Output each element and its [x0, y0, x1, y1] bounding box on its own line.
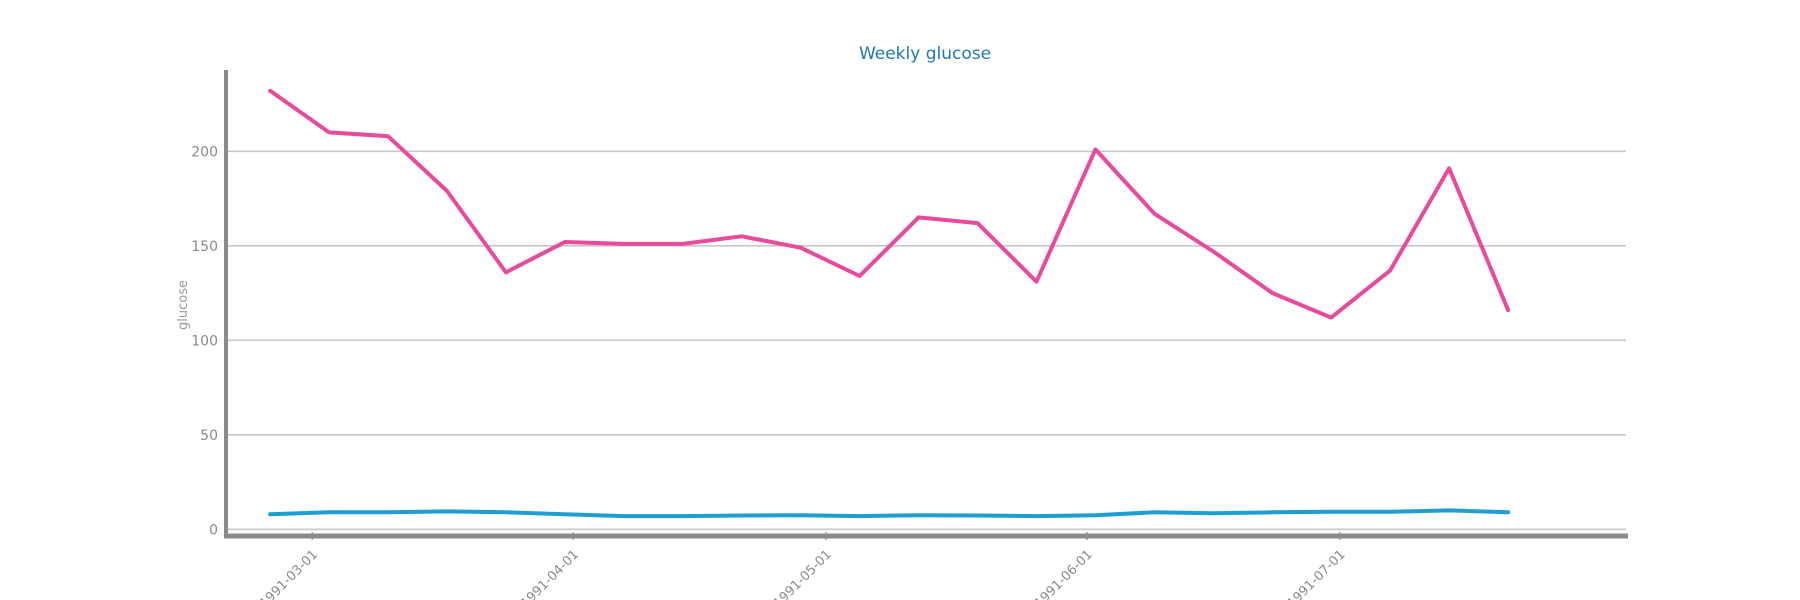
y-ticks: 0 50 100 150 200 — [191, 144, 218, 538]
x-tick-label: 1991-07-01 — [1284, 547, 1348, 600]
series-line-2 — [268, 508, 1511, 519]
x-tick-label: 1991-05-01 — [771, 547, 835, 600]
chart-title: Weekly glucose — [859, 44, 991, 64]
y-axis-label: glucose — [176, 280, 191, 330]
y-tick-label: 0 — [209, 522, 218, 538]
x-ticks: 1991-03-01 1991-04-01 1991-05-01 1991-06-01… — [257, 532, 1348, 600]
series-lines — [268, 88, 1511, 519]
y-tick-label: 200 — [191, 144, 218, 160]
x-tick-label: 1991-06-01 — [1032, 547, 1096, 600]
y-tick-label: 50 — [200, 428, 218, 444]
y-tick-label: 150 — [191, 239, 218, 255]
x-tick-label: 1991-04-01 — [518, 547, 582, 600]
y-tick-label: 100 — [191, 333, 218, 349]
x-tick-label: 1991-03-01 — [257, 547, 321, 600]
gridlines — [228, 150, 1626, 531]
series-line-1 — [268, 88, 1511, 320]
